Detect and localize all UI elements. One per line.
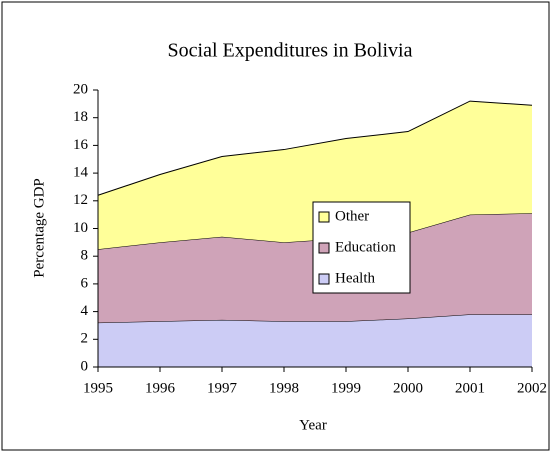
legend-label: Health <box>335 270 375 286</box>
y-tick-label: 6 <box>81 275 89 291</box>
y-tick-label: 10 <box>73 220 88 236</box>
legend-label: Other <box>335 208 369 224</box>
y-tick-label: 18 <box>73 109 88 125</box>
legend-swatch <box>318 211 330 223</box>
y-tick-label: 20 <box>73 81 88 97</box>
x-tick-label: 1998 <box>269 380 299 396</box>
x-tick-label: 2001 <box>455 380 485 396</box>
y-tick-label: 0 <box>81 358 89 374</box>
x-tick-label: 1999 <box>331 380 361 396</box>
legend-label: Education <box>335 239 396 255</box>
y-axis-title: Percentage GDP <box>31 178 47 278</box>
y-tick-label: 12 <box>73 192 88 208</box>
area-edge <box>97 100 533 196</box>
x-axis-title: Year <box>299 417 327 433</box>
x-tick-label: 1995 <box>83 380 113 396</box>
x-tick-label: 1997 <box>207 380 238 396</box>
area <box>98 314 532 367</box>
y-tick-label: 2 <box>81 331 89 347</box>
x-tick-label: 2002 <box>517 380 547 396</box>
area <box>98 101 532 250</box>
y-tick-label: 16 <box>73 137 89 153</box>
chart-title: Social Expenditures in Bolivia <box>168 40 413 62</box>
y-tick-label: 4 <box>81 303 89 319</box>
legend-swatch <box>318 242 330 254</box>
x-tick-label: 1996 <box>145 380 176 396</box>
x-tick-label: 2000 <box>393 380 423 396</box>
legend-swatch <box>318 273 330 285</box>
y-tick-label: 14 <box>73 165 89 181</box>
y-tick-label: 8 <box>81 248 89 264</box>
